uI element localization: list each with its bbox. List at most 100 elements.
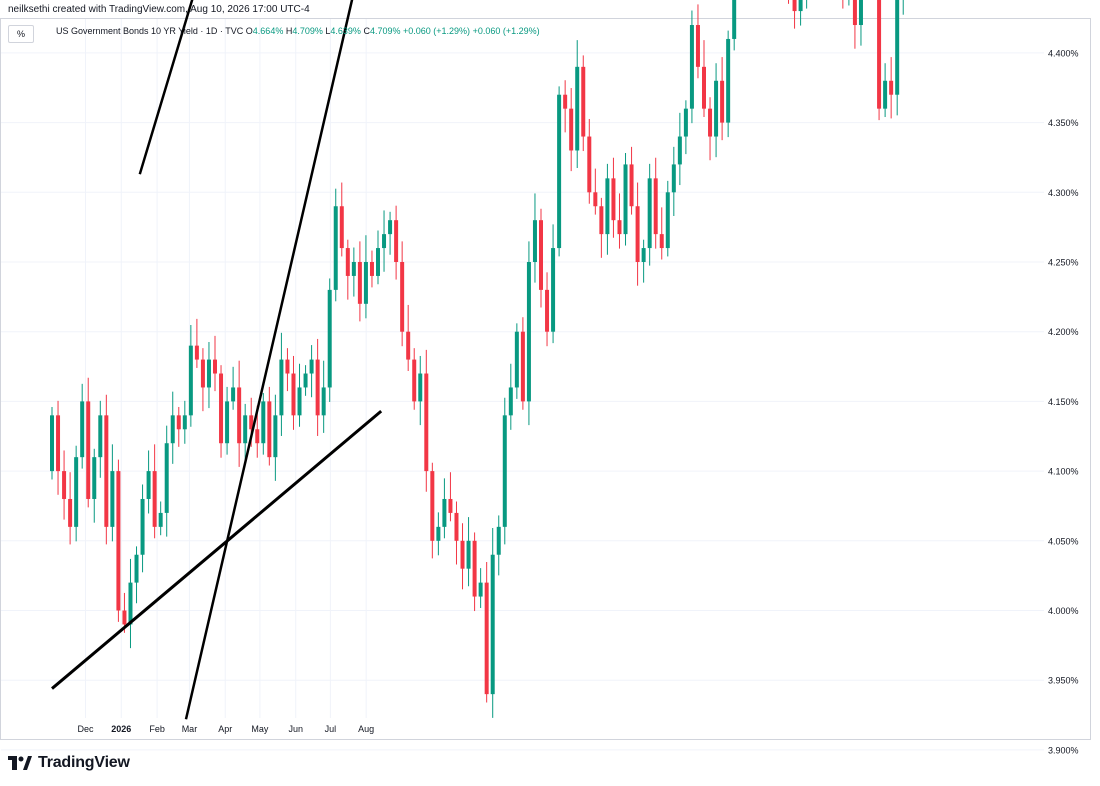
candle-body <box>877 0 882 109</box>
candle-body <box>406 331 411 360</box>
legend-close-label: C <box>363 26 370 36</box>
candle-body <box>279 359 284 416</box>
x-tick-label: Jun <box>288 724 303 734</box>
candle-body <box>327 289 332 388</box>
candle-body <box>659 234 664 249</box>
candle-body <box>388 220 393 235</box>
candle-body <box>792 0 797 12</box>
candle-body <box>575 66 580 151</box>
candle-body <box>442 498 447 527</box>
candle-body <box>424 373 429 472</box>
candle-body <box>400 262 405 332</box>
candle-body <box>695 25 700 67</box>
tradingview-brand: TradingView <box>38 754 130 771</box>
legend-open-value: 4.664% <box>252 26 284 36</box>
candle-body <box>188 345 193 416</box>
candle-body <box>140 498 145 555</box>
y-tick-label: 3.900% <box>1048 745 1079 755</box>
candle-body <box>708 108 713 137</box>
tradingview-logo-icon <box>8 756 32 770</box>
legend-title: US Government Bonds 10 YR Yield · 1D · T… <box>56 26 244 36</box>
candle-body <box>895 0 900 95</box>
candle-body <box>291 373 296 416</box>
candle-body <box>526 262 531 402</box>
candle-body <box>86 401 91 499</box>
candle-body <box>502 415 507 527</box>
candle-body <box>285 359 290 374</box>
candle-body <box>520 331 525 402</box>
candle-body <box>635 206 640 262</box>
legend-high-value: 4.709% <box>292 26 323 36</box>
candle-body <box>532 220 537 262</box>
candle-body <box>714 80 719 137</box>
x-tick-label: Jul <box>325 724 337 734</box>
x-tick-label: Dec <box>77 724 94 734</box>
candle-body <box>581 66 586 137</box>
candle-body <box>50 415 54 472</box>
candle-body <box>116 471 121 611</box>
x-tick-label: Mar <box>182 724 198 734</box>
candle-body <box>677 136 682 165</box>
candle-body <box>351 262 356 276</box>
candle-body <box>508 387 513 416</box>
candle-body <box>629 164 634 207</box>
trendline <box>184 0 354 720</box>
candle-body <box>569 108 574 151</box>
scale-toggle-button[interactable]: % <box>8 25 34 43</box>
y-tick-label: 4.250% <box>1048 258 1079 268</box>
candle-body <box>472 540 477 597</box>
candle-body <box>702 66 706 109</box>
candle-body <box>478 582 483 597</box>
y-tick-label: 4.150% <box>1048 397 1079 407</box>
candle-body <box>98 415 103 458</box>
candle-body <box>170 415 175 444</box>
candle-body <box>80 401 85 458</box>
candle-body <box>623 164 628 235</box>
candle-body <box>551 248 556 332</box>
candle-body <box>496 526 501 555</box>
candle-body <box>382 234 387 249</box>
candle-body <box>653 178 658 235</box>
candle-body <box>798 0 803 12</box>
candle-body <box>231 387 236 402</box>
y-tick-label: 4.050% <box>1048 536 1079 546</box>
candle-body <box>454 512 459 541</box>
candle-body <box>267 401 272 458</box>
x-tick-label: May <box>251 724 269 734</box>
candle-body <box>345 248 350 276</box>
candle-body <box>200 359 205 388</box>
candle-body <box>545 289 550 332</box>
candle-body <box>255 429 260 444</box>
candle-body <box>460 540 465 569</box>
candle-body <box>883 80 888 109</box>
candle-body <box>146 471 151 499</box>
candle-body <box>599 206 604 235</box>
candle-body <box>74 457 79 527</box>
candle-body <box>152 471 157 527</box>
candle-body <box>683 108 688 137</box>
candle-body <box>321 387 326 416</box>
candle-body <box>315 359 320 416</box>
candle-body <box>110 471 115 527</box>
candle-body <box>237 387 242 444</box>
y-tick-label: 4.300% <box>1048 188 1079 198</box>
legend-change-1: +0.060 (+1.29%) <box>403 26 471 36</box>
candle-body <box>56 415 61 472</box>
legend-open-label: O <box>245 26 253 36</box>
candle-body <box>182 415 187 430</box>
candle-body <box>176 415 181 430</box>
candle-body <box>852 0 857 26</box>
candle-body <box>617 220 622 235</box>
candle-body <box>122 610 127 625</box>
candle-body <box>858 0 863 26</box>
candle-body <box>303 373 308 388</box>
candle-body <box>539 220 543 290</box>
candle-body <box>164 443 169 513</box>
candle-body <box>213 359 217 374</box>
tradingview-logo[interactable]: TradingView <box>8 754 130 772</box>
candle-body <box>448 498 453 513</box>
x-tick-label: Aug <box>358 724 374 734</box>
candle-body <box>665 192 670 249</box>
candle-body <box>219 373 224 444</box>
